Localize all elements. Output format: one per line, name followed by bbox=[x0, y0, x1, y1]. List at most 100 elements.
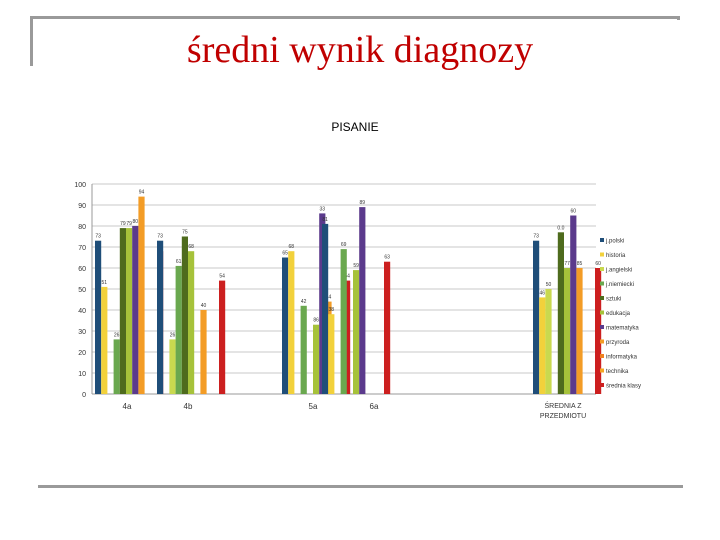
bar-redniaklasy bbox=[595, 268, 602, 394]
data-label: 46 bbox=[540, 290, 546, 296]
y-tick-label: 60 bbox=[78, 266, 86, 273]
data-label: 26 bbox=[170, 332, 176, 338]
legend-label: przyroda bbox=[606, 340, 630, 346]
x-category-label: ŚREDNIA Z bbox=[545, 401, 583, 410]
slide-frame-bottom bbox=[38, 485, 683, 488]
data-label: 77 bbox=[564, 261, 570, 267]
x-category-label: PRZEDMIOTU bbox=[540, 413, 586, 420]
legend-label: j.polski bbox=[605, 239, 624, 245]
y-tick-label: 70 bbox=[78, 245, 86, 252]
data-label: 89 bbox=[360, 200, 366, 206]
bar-historia bbox=[328, 314, 335, 394]
legend-label: sztuki bbox=[606, 297, 621, 303]
data-label: 79 bbox=[120, 221, 126, 227]
legend-swatch bbox=[600, 252, 604, 257]
data-label: 54 bbox=[219, 274, 225, 280]
bar-jpolski bbox=[533, 240, 540, 394]
legend-swatch bbox=[600, 296, 604, 300]
data-label: 65 bbox=[282, 251, 288, 257]
bar-jpolski bbox=[282, 257, 289, 394]
bar-przyroda bbox=[200, 310, 207, 394]
data-label: 0.0 bbox=[557, 225, 564, 231]
legend-label: historia bbox=[606, 253, 626, 259]
bar-sztuki bbox=[557, 232, 564, 394]
bar-jniemiecki bbox=[300, 305, 307, 394]
data-label: 50 bbox=[546, 282, 552, 288]
data-label: 60 bbox=[595, 261, 601, 267]
data-label: 42 bbox=[301, 299, 307, 305]
data-label: 73 bbox=[95, 234, 101, 240]
slide-frame-right bbox=[677, 16, 680, 20]
data-label: 75 bbox=[182, 230, 188, 236]
bar-historia bbox=[288, 251, 295, 394]
data-label: 54 bbox=[344, 274, 350, 280]
slide-frame-top bbox=[30, 16, 680, 19]
data-label: 94 bbox=[139, 190, 145, 196]
legend-swatch bbox=[600, 267, 604, 271]
legend-swatch bbox=[600, 354, 604, 358]
y-tick-label: 90 bbox=[78, 203, 86, 210]
data-label: 60 bbox=[571, 209, 577, 215]
data-label: 73 bbox=[533, 234, 539, 240]
chart-title: PISANIE bbox=[331, 120, 379, 134]
data-label: 79 bbox=[126, 221, 132, 227]
bar-przyroda bbox=[138, 196, 145, 394]
y-tick-label: 100 bbox=[74, 182, 86, 189]
y-tick-label: 50 bbox=[78, 287, 86, 294]
x-category-label: 4a bbox=[123, 402, 132, 411]
data-label: 68 bbox=[188, 244, 194, 250]
legend-swatch bbox=[600, 310, 604, 315]
bar-jangielski bbox=[169, 339, 176, 394]
bar-jniemiecki bbox=[340, 249, 347, 394]
data-label: 63 bbox=[384, 255, 390, 261]
bar-historia bbox=[539, 297, 546, 394]
bar-sztuki bbox=[119, 228, 126, 394]
bar-redniaklasy bbox=[384, 261, 391, 394]
y-tick-label: 20 bbox=[78, 350, 86, 357]
data-label: 44 bbox=[326, 295, 332, 301]
bar-edukacja bbox=[564, 268, 571, 394]
legend-label: informatyka bbox=[606, 355, 638, 361]
legend-swatch bbox=[600, 383, 604, 387]
data-label: 61 bbox=[176, 259, 182, 265]
bar-matematyka bbox=[132, 226, 139, 394]
data-label: 40 bbox=[201, 303, 207, 309]
data-label: 69 bbox=[341, 242, 347, 248]
data-label: 73 bbox=[157, 234, 163, 240]
x-category-label: 5a bbox=[309, 402, 318, 411]
bar-jniemiecki bbox=[113, 339, 120, 394]
bar-sztuki bbox=[181, 236, 188, 394]
bar-edukacja bbox=[126, 228, 133, 394]
y-tick-label: 30 bbox=[78, 329, 86, 336]
bar-jpolski bbox=[157, 240, 164, 394]
data-label: 33 bbox=[320, 206, 326, 212]
x-category-label: 6a bbox=[370, 402, 379, 411]
bar-jpolski bbox=[95, 240, 102, 394]
legend-label: technika bbox=[606, 369, 629, 375]
bar-jangielski bbox=[545, 289, 552, 394]
y-tick-label: 0 bbox=[82, 392, 86, 399]
bar-jniemiecki bbox=[175, 265, 182, 394]
legend-label: j.niemiecki bbox=[605, 282, 634, 288]
legend-swatch bbox=[600, 368, 604, 373]
bar-edukacja bbox=[353, 270, 360, 394]
bar-edukacja bbox=[188, 251, 195, 394]
data-label: 68 bbox=[289, 244, 295, 250]
data-label: 85 bbox=[577, 261, 583, 267]
legend-label: j.angielski bbox=[605, 268, 632, 274]
bar-historia bbox=[101, 286, 108, 394]
bar-jpolski bbox=[322, 223, 329, 394]
data-label: 38 bbox=[329, 307, 335, 313]
slide-title: średni wynik diagnozy bbox=[186, 29, 534, 71]
bar-matematyka bbox=[570, 215, 577, 394]
legend-swatch bbox=[600, 339, 604, 344]
legend-swatch bbox=[600, 281, 604, 286]
legend-label: edukacja bbox=[606, 311, 631, 317]
y-tick-label: 40 bbox=[78, 308, 86, 315]
legend-swatch bbox=[600, 325, 604, 329]
data-label: 26 bbox=[114, 332, 120, 338]
y-tick-label: 80 bbox=[78, 224, 86, 231]
data-label: 80 bbox=[133, 219, 139, 225]
data-label: 51 bbox=[102, 280, 108, 286]
bar-edukacja bbox=[313, 324, 320, 394]
